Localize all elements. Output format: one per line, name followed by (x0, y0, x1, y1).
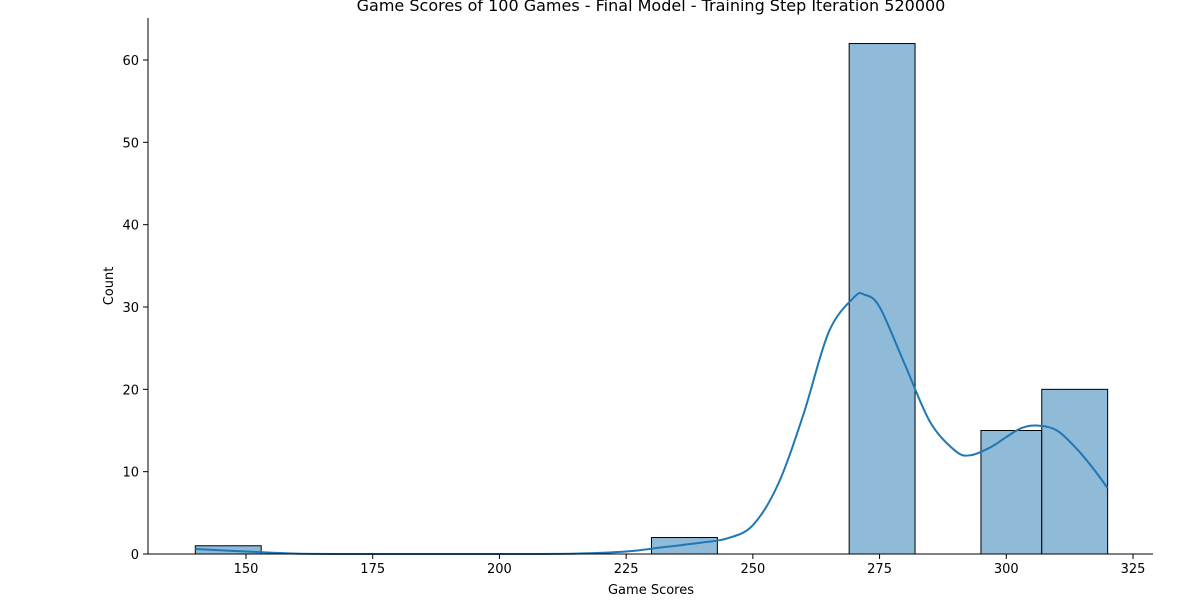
histogram-bar (980, 430, 1043, 555)
y-tick-label: 10 (122, 466, 139, 481)
x-tick-label: 300 (994, 562, 1019, 577)
y-axis-ticks: 0 10 20 30 40 50 60 (122, 54, 148, 563)
y-tick-label: 50 (122, 136, 139, 151)
kde-curve (195, 291, 1109, 556)
y-tick-label: 40 (122, 219, 139, 234)
histogram-bars (194, 43, 1109, 555)
x-tick-label: 175 (360, 562, 385, 577)
x-axis-label: Game Scores (608, 583, 694, 598)
x-tick-label: 275 (867, 562, 892, 577)
chart-title: Game Scores of 100 Games - Final Model -… (357, 0, 946, 15)
histogram-bar (1041, 388, 1109, 555)
x-tick-label: 150 (234, 562, 259, 577)
histogram-bar (848, 43, 916, 555)
x-tick-label: 250 (740, 562, 765, 577)
y-tick-label: 30 (122, 301, 139, 316)
y-tick-label: 20 (122, 383, 139, 398)
x-tick-label: 325 (1121, 562, 1146, 577)
y-tick-label: 0 (131, 548, 139, 563)
x-tick-label: 225 (614, 562, 639, 577)
y-axis-label: Count (102, 267, 117, 306)
y-tick-label: 60 (122, 54, 139, 69)
histogram-bar (650, 537, 718, 555)
x-axis-ticks: 150 175 200 225 250 275 300 325 (234, 554, 1146, 577)
x-tick-label: 200 (487, 562, 512, 577)
